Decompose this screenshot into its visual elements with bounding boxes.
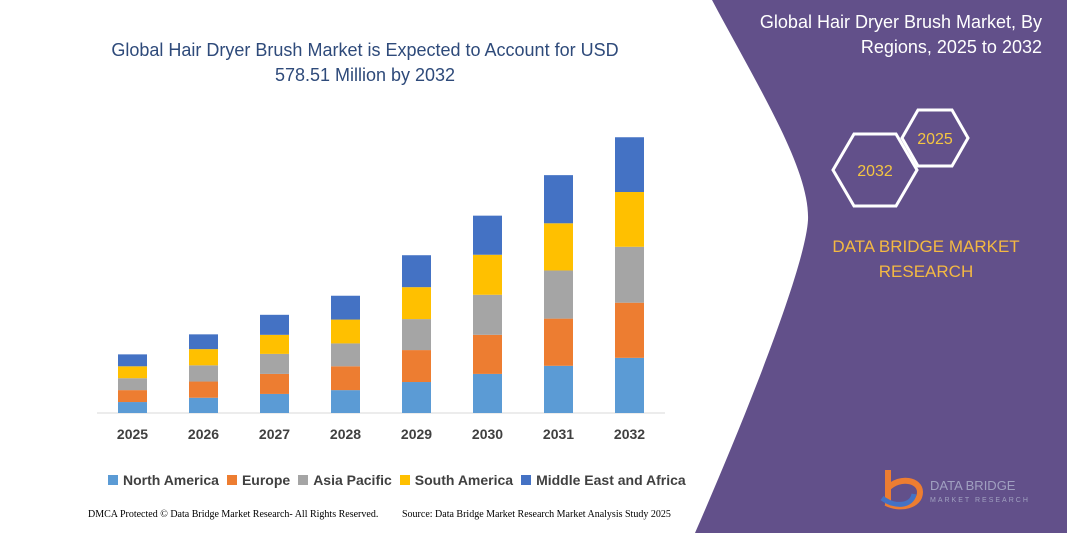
bar-segment	[473, 373, 502, 413]
legend-swatch	[521, 475, 532, 485]
hexagon-label: 2032	[857, 163, 893, 180]
bar-segment	[473, 254, 502, 295]
panel-title: Global Hair Dryer Brush Market, By Regio…	[759, 12, 1042, 57]
bar-segment	[402, 287, 431, 320]
logo-text: DATA BRIDGE	[930, 478, 1016, 493]
chart-title: Global Hair Dryer Brush Market is Expect…	[111, 40, 619, 85]
bar-segment	[189, 334, 218, 350]
bar-segment	[615, 357, 644, 413]
legend-item: Europe	[226, 472, 291, 488]
bar-segment	[473, 215, 502, 255]
x-tick-label: 2025	[117, 426, 148, 442]
bar-segment	[331, 319, 360, 344]
bar-segment	[544, 270, 573, 319]
legend: North America Europe Asia Pacific South Ame…	[108, 472, 686, 488]
legend-label: North America	[123, 472, 219, 488]
bar-segment	[118, 354, 147, 367]
x-tick-label: 2028	[330, 426, 361, 442]
x-tick-label: 2030	[472, 426, 503, 442]
legend-item: North America	[108, 472, 219, 488]
bar-segment	[331, 390, 360, 413]
hexagon	[831, 132, 919, 208]
bar-segment	[189, 381, 218, 398]
legend-item: Asia Pacific	[298, 472, 392, 488]
bar-segment	[402, 319, 431, 351]
side-panel	[695, 0, 1067, 533]
bar-segment	[615, 246, 644, 303]
legend-label: South America	[414, 472, 514, 488]
bar-segment	[402, 350, 431, 383]
bar-segment	[615, 302, 644, 358]
bar-segment	[402, 382, 431, 413]
bar-segment	[118, 366, 147, 379]
bar-segment	[118, 390, 147, 403]
legend-swatch	[298, 475, 309, 485]
legend-label: Europe	[241, 472, 291, 488]
bar-segment	[473, 294, 502, 335]
bar-segment	[260, 393, 289, 413]
x-tick-label: 2031	[543, 426, 574, 442]
bar-segment	[615, 137, 644, 193]
bar-segment	[615, 192, 644, 247]
bar-segment	[118, 402, 147, 413]
bar-segment	[260, 334, 289, 354]
bar-segment	[402, 255, 431, 288]
x-tick-label: 2027	[259, 426, 290, 442]
bar-segment	[260, 314, 289, 335]
logo-text: MARKET RESEARCH	[930, 497, 1030, 504]
legend-swatch	[399, 475, 410, 485]
footer-right: Source: Data Bridge Market Research Mark…	[402, 509, 671, 520]
legend-swatch	[108, 475, 118, 485]
footer-left: DMCA Protected © Data Bridge Market Rese…	[88, 509, 379, 520]
legend-swatch	[226, 475, 237, 485]
bar-segment	[260, 373, 289, 394]
bar-segment	[331, 343, 360, 367]
hexagon-label: 2025	[917, 131, 953, 148]
bar-segment	[331, 366, 360, 391]
legend-label: Middle East and Africa	[536, 472, 686, 488]
bar-segment	[473, 334, 502, 374]
hexagon	[900, 108, 970, 168]
bar-segment	[544, 175, 573, 224]
legend-label: Asia Pacific	[313, 472, 392, 488]
x-tick-label: 2032	[614, 426, 645, 442]
bar-segment	[189, 365, 218, 382]
bar-segment	[544, 318, 573, 366]
bar-segment	[544, 365, 573, 413]
x-tick-label: 2026	[188, 426, 219, 442]
bar-segment	[260, 353, 289, 374]
legend-item: Middle East and Africa	[521, 472, 686, 488]
brand: DATA BRIDGE MARKET RESEARCH	[832, 237, 1020, 281]
logo-mark	[880, 493, 917, 507]
bar-segment	[118, 378, 147, 391]
bar-segment	[189, 397, 218, 413]
bar-segment	[544, 223, 573, 271]
bar-segment	[189, 349, 218, 366]
legend-item: South America	[399, 472, 514, 488]
x-tick-label: 2029	[401, 426, 432, 442]
bar-segment	[331, 295, 360, 320]
